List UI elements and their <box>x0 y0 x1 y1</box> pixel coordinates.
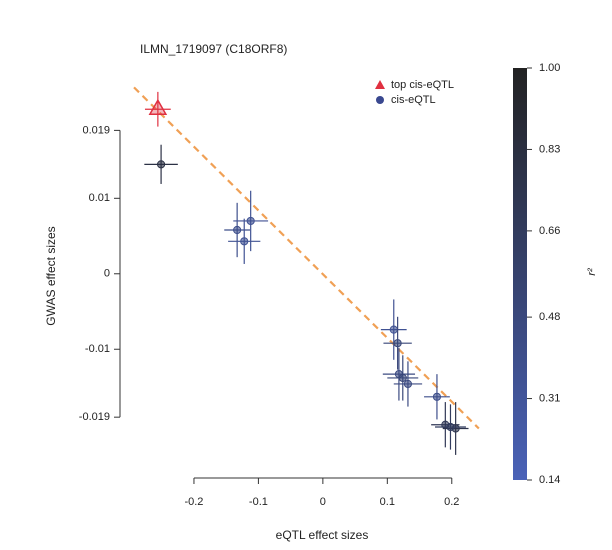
colorbar <box>513 68 527 480</box>
point <box>393 339 402 348</box>
colorbar-tick-label: 0.66 <box>539 225 560 237</box>
colorbar-tick-label: 0.48 <box>539 311 560 323</box>
point <box>403 379 413 389</box>
y-axis-label: GWAS effect sizes <box>44 226 58 325</box>
legend-label: cis-eQTL <box>391 94 436 106</box>
point <box>398 373 407 383</box>
x-axis-label: eQTL effect sizes <box>276 528 369 542</box>
legend-marker <box>376 96 384 104</box>
legend-marker <box>375 80 385 89</box>
y-tick-label: 0 <box>104 268 110 280</box>
fit-line <box>133 86 480 430</box>
point <box>156 160 166 169</box>
colorbar-tick-label: 1.00 <box>539 62 560 74</box>
y-tick-label: 0.01 <box>89 192 110 204</box>
point <box>233 225 242 235</box>
y-tick-label: 0.019 <box>82 124 110 136</box>
point <box>389 325 398 334</box>
y-tick-label: -0.01 <box>85 343 110 355</box>
x-tick-label: -0.2 <box>184 496 203 508</box>
legend-label: top cis-eQTL <box>391 79 454 91</box>
point <box>432 392 442 401</box>
x-tick-label: 0.2 <box>444 496 459 508</box>
colorbar-tick-label: 0.31 <box>539 392 560 404</box>
x-tick-label: -0.1 <box>249 496 268 508</box>
colorbar-tick-label: 0.14 <box>539 474 560 486</box>
x-tick-label: 0.1 <box>380 496 395 508</box>
x-tick-label: 0 <box>320 496 326 508</box>
point <box>240 237 249 246</box>
colorbar-label: r² <box>586 268 598 276</box>
chart-title: ILMN_1719097 (C18ORF8) <box>140 42 287 56</box>
y-tick-label: -0.019 <box>79 411 110 423</box>
colorbar-tick-label: 0.83 <box>539 143 560 155</box>
point <box>148 98 168 115</box>
point <box>446 422 455 432</box>
point <box>246 216 255 226</box>
